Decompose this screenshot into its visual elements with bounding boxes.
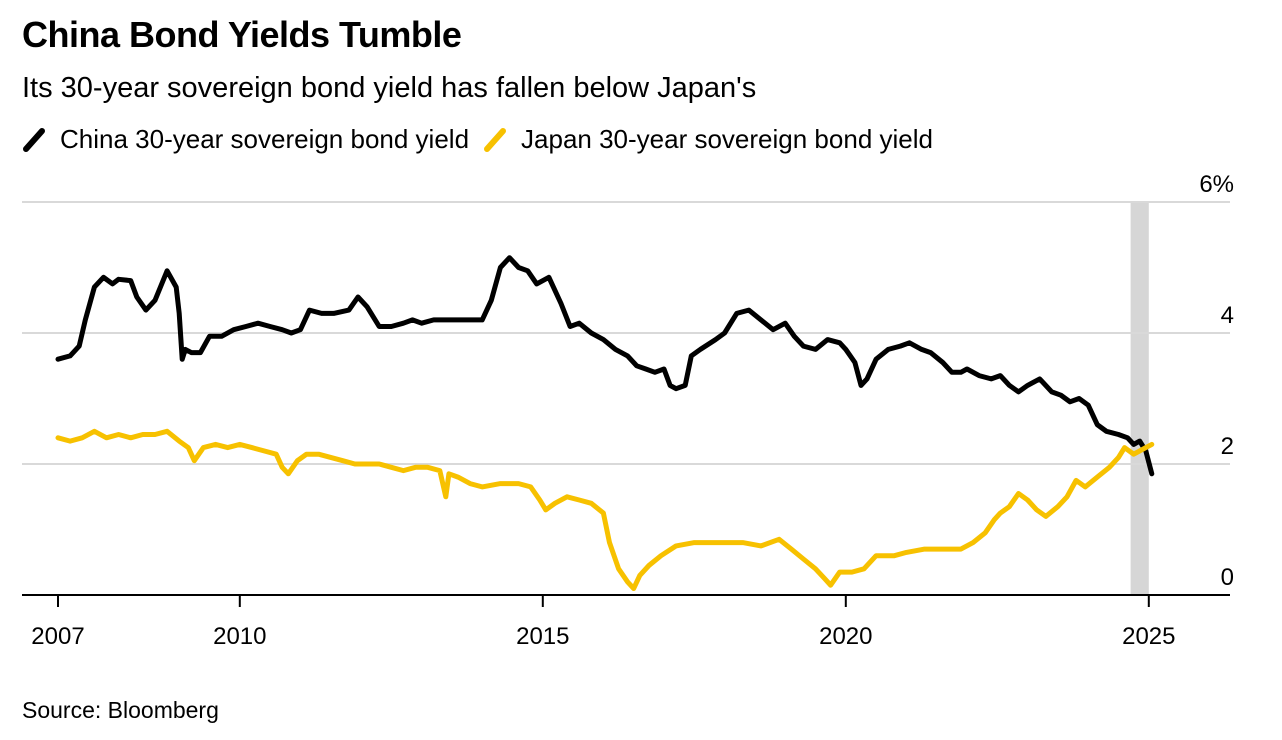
x-tick-label: 2010 [213, 623, 266, 650]
legend-swatch-china [23, 127, 45, 152]
y-tick-label: 4 [1221, 302, 1234, 329]
legend-item-japan: Japan 30-year sovereign bond yield [483, 124, 933, 155]
legend: China 30-year sovereign bond yield Japan… [22, 124, 947, 155]
x-tick-label: 2025 [1122, 623, 1175, 650]
chart-title: China Bond Yields Tumble [22, 14, 462, 55]
series-line-japan [55, 428, 1155, 591]
x-tick-label: 2015 [516, 623, 569, 650]
series-line-china [55, 255, 1155, 477]
y-tick-label: 2 [1221, 433, 1234, 460]
legend-swatch-japan [484, 127, 507, 152]
highlight-band [1130, 202, 1149, 595]
chart-subtitle: Its 30-year sovereign bond yield has fal… [22, 72, 757, 104]
legend-label-japan: Japan 30-year sovereign bond yield [521, 124, 933, 154]
y-tick-label: 0 [1221, 564, 1234, 591]
x-tick-label: 2007 [31, 623, 84, 650]
legend-item-china: China 30-year sovereign bond yield [22, 124, 469, 155]
y-tick-label: 6% [1199, 171, 1234, 198]
legend-label-china: China 30-year sovereign bond yield [60, 124, 470, 154]
source-note: Source: Bloomberg [22, 697, 219, 723]
x-tick-label: 2020 [819, 623, 872, 650]
